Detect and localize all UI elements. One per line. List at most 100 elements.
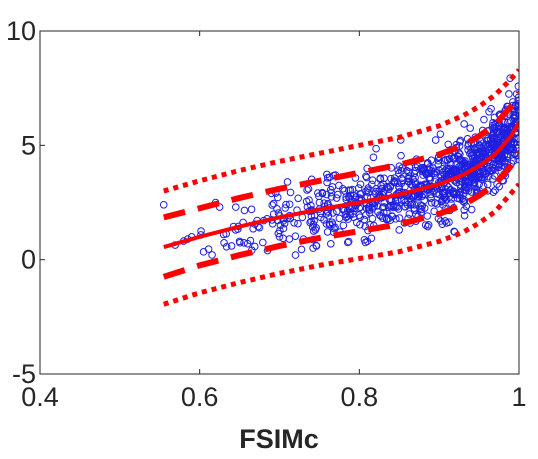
scatter-point — [444, 167, 453, 176]
scatter-point — [410, 204, 418, 212]
scatter-point — [423, 222, 432, 231]
scatter-point — [294, 194, 302, 203]
scatter-point — [315, 192, 323, 201]
fit-line — [163, 121, 519, 250]
scatter-point — [460, 189, 468, 198]
scatter-point — [352, 193, 360, 201]
scatter-point — [356, 180, 365, 189]
outer-upper-bound-line — [163, 68, 519, 194]
scatter-point — [426, 175, 434, 184]
outer-lower-bound-line — [162, 182, 519, 307]
scatter-point — [303, 186, 311, 194]
scatter-point — [397, 179, 406, 188]
scatter-point — [297, 245, 306, 254]
scatter-point — [246, 236, 255, 245]
scatter-point — [384, 183, 392, 192]
scatter-point — [355, 211, 364, 219]
scatter-point — [343, 212, 352, 221]
scatter-point — [269, 199, 278, 208]
scatter-point — [439, 201, 447, 209]
scatter-point — [430, 169, 438, 178]
scatter-point — [204, 245, 213, 253]
scatter-point — [397, 151, 405, 160]
scatter-point — [222, 243, 231, 251]
scatter-point — [424, 221, 433, 229]
scatter-point — [474, 155, 482, 163]
scatter-point — [310, 217, 318, 225]
scatter-point — [291, 251, 300, 259]
scatter-point — [460, 206, 468, 214]
scatter-point — [369, 153, 378, 162]
scatter-point — [447, 152, 456, 161]
scatter-point — [372, 144, 380, 153]
scatter-point — [514, 82, 519, 91]
x-tick-label: 0.8 — [341, 382, 379, 412]
scatter-point — [240, 206, 249, 215]
y-tick-label: 0 — [21, 245, 36, 275]
scatter-point — [268, 201, 277, 209]
scatter-point — [322, 190, 331, 199]
scatter-point — [445, 218, 453, 227]
scatter-point — [462, 161, 470, 170]
scatter-point — [427, 194, 435, 202]
scatter-point — [416, 204, 424, 212]
scatter-point — [449, 189, 457, 198]
scatter-point — [159, 200, 168, 209]
inner-upper-bound-line — [163, 91, 519, 221]
scatter-point — [342, 195, 350, 204]
scatter-point — [482, 147, 490, 155]
scatter-point — [378, 203, 387, 212]
scatter-point — [471, 182, 479, 191]
scatter-point — [485, 107, 493, 116]
scatter-point — [322, 210, 331, 218]
plot-area — [159, 68, 519, 307]
scatter-point — [220, 239, 228, 247]
scatter-point — [470, 154, 479, 163]
scatter-point — [309, 227, 318, 235]
scatter-point — [467, 205, 476, 214]
scatter-point — [460, 120, 468, 128]
scatter-point — [410, 192, 418, 201]
scatter-point — [510, 150, 519, 158]
scatter-point — [368, 180, 376, 189]
scatter-point — [332, 194, 341, 202]
scatter-point — [452, 189, 461, 197]
scatter-point — [367, 234, 376, 243]
scatter-point — [485, 164, 493, 173]
scatter-point — [505, 90, 513, 98]
scatter-point — [460, 198, 469, 207]
scatter-point — [495, 182, 503, 191]
scatter-point — [466, 149, 474, 158]
scatter-point — [482, 169, 491, 178]
scatter-point — [450, 227, 458, 236]
scatter-point — [339, 184, 347, 193]
x-tick-label: 1 — [511, 382, 526, 412]
x-tick-label: 0.4 — [21, 382, 59, 412]
scatter-point — [487, 145, 496, 154]
scatter-point — [400, 202, 409, 211]
scatter-point — [273, 205, 281, 213]
scatter-point — [382, 182, 391, 191]
scatter-point — [309, 244, 317, 252]
scatter-point — [307, 201, 315, 210]
x-axis-title: FSIMc — [239, 424, 319, 454]
scatter-point — [431, 199, 439, 207]
scatter-point — [339, 221, 348, 230]
scatter-point — [317, 213, 325, 222]
scatter-point — [467, 188, 476, 196]
scatter-point — [291, 232, 300, 240]
scatter-point — [232, 203, 240, 211]
scatter-point — [385, 185, 393, 193]
scatter-point — [360, 235, 369, 244]
scatter-point — [402, 166, 411, 175]
scatter-point — [514, 102, 519, 111]
scatter-point — [510, 108, 519, 116]
scatter-point — [286, 188, 295, 197]
scatter-point — [391, 197, 400, 205]
y-tick-label: 5 — [21, 130, 36, 160]
scatter-point — [506, 144, 515, 152]
scatter-point — [442, 171, 451, 180]
scatter-point — [208, 251, 216, 259]
